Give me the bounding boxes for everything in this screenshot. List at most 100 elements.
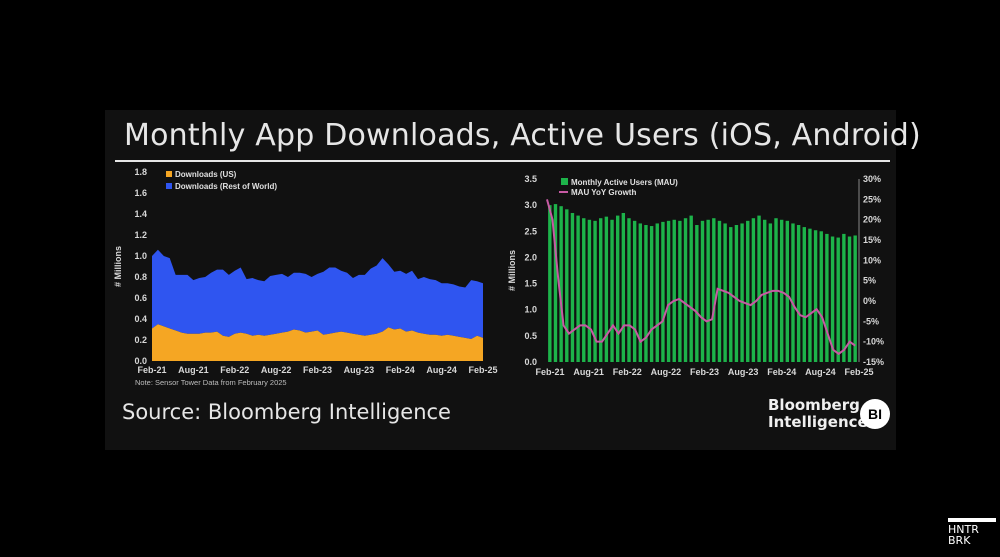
- y-tick-label: 0.0: [134, 356, 147, 366]
- mau-bar: [706, 219, 710, 362]
- logo-line-2: Intelligence: [768, 413, 868, 431]
- x-tick-label: Feb-23: [303, 365, 332, 375]
- y2-tick-label: 0%: [863, 296, 876, 306]
- x-tick-label: Aug-21: [573, 367, 604, 377]
- y-tick-label: 2.5: [524, 226, 537, 236]
- y2-tick-label: -5%: [863, 316, 879, 326]
- y2-tick-label: 20%: [863, 215, 881, 225]
- x-tick-label: Feb-23: [690, 367, 719, 377]
- legend-label: Downloads (Rest of World): [175, 182, 277, 191]
- mau-bar: [757, 215, 761, 362]
- x-tick-label: Aug-23: [728, 367, 759, 377]
- mau-bar: [751, 218, 756, 362]
- watermark-line-2: BRK: [948, 534, 971, 547]
- mau-bar: [649, 226, 654, 362]
- mau-bar: [627, 218, 631, 362]
- mau-bar: [689, 215, 693, 362]
- bi-badge: BI: [860, 399, 890, 429]
- mau-bar: [808, 228, 812, 362]
- mau-bar: [666, 220, 671, 362]
- chart-note: Note: Sensor Tower Data from February 20…: [135, 378, 287, 387]
- legend-swatch: [166, 183, 172, 189]
- downloads-area-chart: 0.0 0.2 0.4 0.6 0.8 1.0 1.2 1.4 1.6 1.8 # Millions…: [113, 167, 498, 387]
- mau-bar: [661, 221, 665, 362]
- y-axis-label: # Millions: [507, 250, 517, 291]
- mau-bar: [836, 237, 840, 362]
- x-tick-label: Aug-24: [805, 367, 836, 377]
- mau-bar: [700, 220, 705, 362]
- x-tick-label: Feb-21: [137, 365, 166, 375]
- y-tick-label: 0.6: [134, 293, 147, 303]
- x-tick-label: Feb-21: [535, 367, 564, 377]
- y-tick-label: 1.5: [524, 279, 537, 289]
- mau-bar: [559, 206, 563, 362]
- watermark-bar: [948, 518, 996, 522]
- watermark-line-1: HNTR: [948, 523, 979, 536]
- x-tick-label: Feb-22: [220, 365, 249, 375]
- y2-tick-label: -10%: [863, 337, 884, 347]
- legend-label: MAU YoY Growth: [571, 188, 636, 197]
- y-axis-label: # Millions: [113, 246, 123, 287]
- y-tick-label: 1.6: [134, 188, 147, 198]
- mau-bar: [796, 225, 801, 362]
- mau-bar: [576, 215, 580, 362]
- y-tick-label: 3.0: [524, 200, 537, 210]
- legend-label: Downloads (US): [175, 170, 237, 179]
- mau-bar: [802, 227, 806, 362]
- mau-bar: [791, 223, 795, 362]
- mau-bar: [604, 216, 609, 362]
- mau-bar: [779, 219, 784, 362]
- mau-bar: [734, 225, 739, 362]
- mau-bar: [672, 219, 676, 362]
- mau-bar: [655, 223, 659, 362]
- y-tick-label: 1.0: [134, 251, 147, 261]
- bloomberg-intelligence-logo: Bloomberg Intelligence BI: [768, 396, 890, 431]
- y-tick-label: 1.0: [524, 305, 537, 315]
- hntr-brk-watermark: HNTR BRK: [948, 518, 996, 546]
- y-tick-label: 2.0: [524, 252, 537, 262]
- mau-bar: [746, 220, 750, 362]
- source-caption: Source: Bloomberg Intelligence: [122, 400, 451, 424]
- x-tick-label: Feb-24: [767, 367, 796, 377]
- mau-bar: [717, 220, 722, 362]
- legend-label: Monthly Active Users (MAU): [571, 178, 678, 187]
- y2-tick-label: 10%: [863, 255, 881, 265]
- mau-bar: [740, 223, 744, 362]
- mau-bar: [587, 219, 592, 362]
- title-divider: [115, 160, 890, 162]
- x-tick-label: Feb-22: [613, 367, 642, 377]
- mau-bar: [644, 225, 648, 362]
- mau-bar: [615, 215, 620, 362]
- x-tick-label: Feb-24: [386, 365, 415, 375]
- mau-bar: [548, 205, 552, 362]
- y-tick-label: 1.8: [134, 167, 147, 177]
- y2-tick-label: 15%: [863, 235, 881, 245]
- x-tick-label: Aug-22: [651, 367, 682, 377]
- y2-tick-label: 5%: [863, 276, 876, 286]
- x-tick-label: Aug-23: [344, 365, 375, 375]
- mau-bar: [582, 218, 586, 362]
- mau-bar: [763, 219, 767, 362]
- mau-bar: [553, 204, 558, 362]
- mau-bar: [565, 209, 569, 362]
- x-tick-label: Feb-25: [844, 367, 873, 377]
- y-tick-label: 0.2: [134, 335, 147, 345]
- y2-tick-label: -15%: [863, 357, 884, 367]
- series-area-us: [152, 324, 483, 361]
- y-tick-label: 0.8: [134, 272, 147, 282]
- y-tick-label: 0.0: [524, 357, 537, 367]
- page-title: Monthly App Downloads, Active Users (iOS…: [124, 118, 921, 153]
- mau-bar: [593, 220, 597, 362]
- mau-bar: [830, 236, 835, 362]
- x-tick-label: Feb-25: [468, 365, 497, 375]
- logo-line-1: Bloomberg: [768, 396, 860, 414]
- y2-tick-label: 25%: [863, 194, 881, 204]
- legend-swatch: [166, 171, 172, 177]
- mau-bar: [610, 219, 614, 362]
- mau-bar: [632, 220, 637, 362]
- y2-tick-label: 30%: [863, 174, 881, 184]
- mau-bar: [570, 212, 575, 362]
- y-tick-label: 1.4: [134, 209, 147, 219]
- mau-bar: [853, 235, 857, 362]
- active-users-bar-chart: 0.0 0.5 1.0 1.5 2.0 2.5 3.0 3.5 # Millions -15% -1…: [507, 174, 884, 377]
